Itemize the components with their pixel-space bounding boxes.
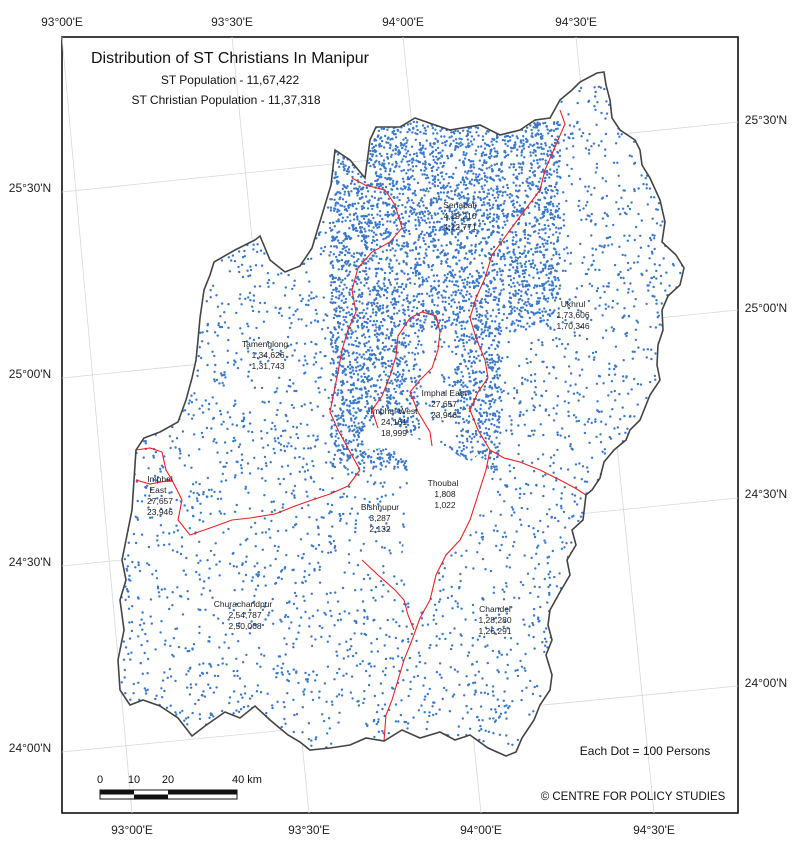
- district-st-population: 4,19,210: [443, 211, 476, 221]
- top-lon-label: 93°30'E: [211, 15, 253, 29]
- district-st-population: 1,34,626: [251, 350, 284, 360]
- district-st-population: 24,161: [381, 417, 407, 427]
- inset-label-line: Imphal: [147, 474, 173, 484]
- scale-bar-segment: [100, 790, 134, 795]
- district-st-christian: 1,26,291: [478, 626, 511, 636]
- inset-label-line: 23,946: [147, 507, 173, 517]
- district-label-ukhrul: Ukhrul 1,73,606 1,70,346: [556, 299, 589, 331]
- scale-bar-segment: [168, 790, 237, 795]
- district-label-imphal-east-inset: Imphal East 27,657 23,946: [147, 474, 173, 517]
- st-population-subtitle: ST Population - 11,67,422: [161, 73, 300, 87]
- district-st-population: 1,808: [434, 489, 456, 499]
- bottom-lon-label: 94°30'E: [633, 823, 675, 837]
- district-boundaries: [135, 109, 587, 742]
- graticule-top-labels: 93°00'E 93°30'E 94°00'E 94°30'E: [41, 15, 597, 29]
- district-label-churachandpur: Churachandpur 2,54,787 2,50,068: [214, 599, 273, 631]
- district-st-population: 1,28,280: [478, 615, 511, 625]
- top-lon-label: 94°30'E: [555, 15, 597, 29]
- left-lat-label: 24°00'N: [9, 741, 51, 755]
- district-label-tamenglong: Tamenglong 1,34,626 1,31,743: [242, 339, 289, 371]
- map-title: Distribution of ST Christians In Manipur: [91, 50, 370, 67]
- district-st-population: 3,287: [369, 513, 391, 523]
- district-st-christian: 2,50,068: [228, 621, 261, 631]
- district-st-population: 1,73,606: [556, 310, 589, 320]
- scale-bar: 0 10 20 40 km: [97, 774, 262, 800]
- district-label-thoubal: Thoubal 1,808 1,022: [428, 478, 459, 510]
- district-name: Ukhrul: [561, 299, 586, 309]
- district-st-christian: 1,70,346: [556, 321, 589, 331]
- top-lon-label: 94°00'E: [382, 15, 424, 29]
- district-st-christian: 18,999: [381, 428, 407, 438]
- district-name: Churachandpur: [214, 599, 273, 609]
- district-label-bishnupur: Bishnupur 3,287 2,132: [361, 502, 399, 534]
- district-name: Chandel: [479, 604, 511, 614]
- graticule-bottom-labels: 93°00'E 93°30'E 94°00'E 94°30'E: [111, 823, 675, 837]
- st-christian-subtitle: ST Christian Population - 11,37,318: [131, 93, 320, 107]
- district-name: Imphal West: [370, 406, 418, 416]
- bottom-lon-label: 93°30'E: [288, 823, 330, 837]
- scale-bar-segment: [134, 794, 168, 799]
- valley-area: [362, 420, 490, 612]
- right-lat-label: 25°30'N: [745, 113, 787, 127]
- district-label-imphal-east: Imphal East 27,657 23,946: [422, 388, 468, 420]
- district-st-christian: 23,946: [431, 410, 457, 420]
- right-lat-label: 25°00'N: [745, 301, 787, 315]
- top-lon-label: 93°00'E: [41, 15, 83, 29]
- district-label-imphal-west: Imphal West 24,161 18,999: [370, 406, 418, 438]
- inset-label-line: East: [149, 485, 167, 495]
- credit-text: © CENTRE FOR POLICY STUDIES: [541, 791, 726, 803]
- scale-label: 10: [128, 774, 140, 786]
- district-st-christian: 1,31,743: [251, 361, 284, 371]
- left-lat-label: 24°30'N: [9, 555, 51, 569]
- bottom-lon-label: 94°00'E: [460, 823, 502, 837]
- district-name: Thoubal: [428, 478, 459, 488]
- graticule-left-labels: 25°30'N 25°00'N 24°30'N 24°00'N: [9, 181, 51, 755]
- right-lat-label: 24°00'N: [745, 676, 787, 690]
- district-st-population: 27,657: [431, 399, 457, 409]
- district-name: Tamenglong: [242, 339, 289, 349]
- district-label-chandel: Chandel 1,28,280 1,26,291: [478, 604, 511, 636]
- left-lat-label: 25°30'N: [9, 181, 51, 195]
- district-name: Imphal East: [422, 388, 468, 398]
- district-label-senapati: Senapati 4,19,210 4,12,771: [443, 200, 477, 232]
- scale-label: 20: [162, 774, 174, 786]
- district-st-christian: 2,132: [369, 524, 391, 534]
- district-name: Senapati: [443, 200, 477, 210]
- bottom-lon-label: 93°00'E: [111, 823, 153, 837]
- district-st-christian: 1,022: [434, 500, 456, 510]
- scale-label: 40 km: [232, 774, 262, 786]
- inset-label-line: 27,657: [147, 496, 173, 506]
- scale-label: 0: [97, 774, 103, 786]
- district-labels: Senapati 4,19,210 4,12,771 Ukhrul 1,73,6…: [147, 200, 590, 636]
- left-lat-label: 25°00'N: [9, 367, 51, 381]
- district-name: Bishnupur: [361, 502, 399, 512]
- district-st-christian: 4,12,771: [443, 222, 476, 232]
- graticule-right-labels: 25°30'N 25°00'N 24°30'N 24°00'N: [745, 113, 787, 690]
- dot-legend: Each Dot = 100 Persons: [580, 744, 710, 758]
- right-lat-label: 24°30'N: [745, 487, 787, 501]
- district-st-population: 2,54,787: [228, 610, 261, 620]
